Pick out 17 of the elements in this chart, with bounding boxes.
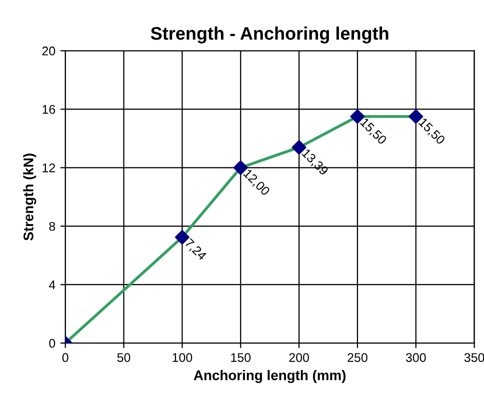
x-tick-label: 150 [231, 353, 251, 362]
x-axis-title: Anchoring length (mm) [194, 370, 346, 384]
y-tick-label: 16 [42, 105, 56, 114]
x-tick-label: 350 [464, 353, 484, 362]
y-tick-label: 8 [49, 222, 56, 231]
chart-title: Strength - Anchoring length [150, 26, 388, 44]
y-tick-label: 4 [48, 280, 56, 290]
x-tick-label: 250 [348, 353, 368, 362]
y-tick-label: 0 [49, 338, 56, 348]
x-tick-label: 50 [117, 353, 130, 362]
y-axis-title: Strength (kN) [23, 154, 36, 240]
x-tick-label: 300 [406, 353, 426, 362]
x-tick-label: 100 [172, 353, 192, 362]
x-tick-label: 200 [289, 353, 309, 362]
y-tick-label: 20 [42, 46, 56, 56]
y-tick-label: 12 [42, 163, 55, 172]
x-tick-label: 0 [62, 353, 68, 362]
